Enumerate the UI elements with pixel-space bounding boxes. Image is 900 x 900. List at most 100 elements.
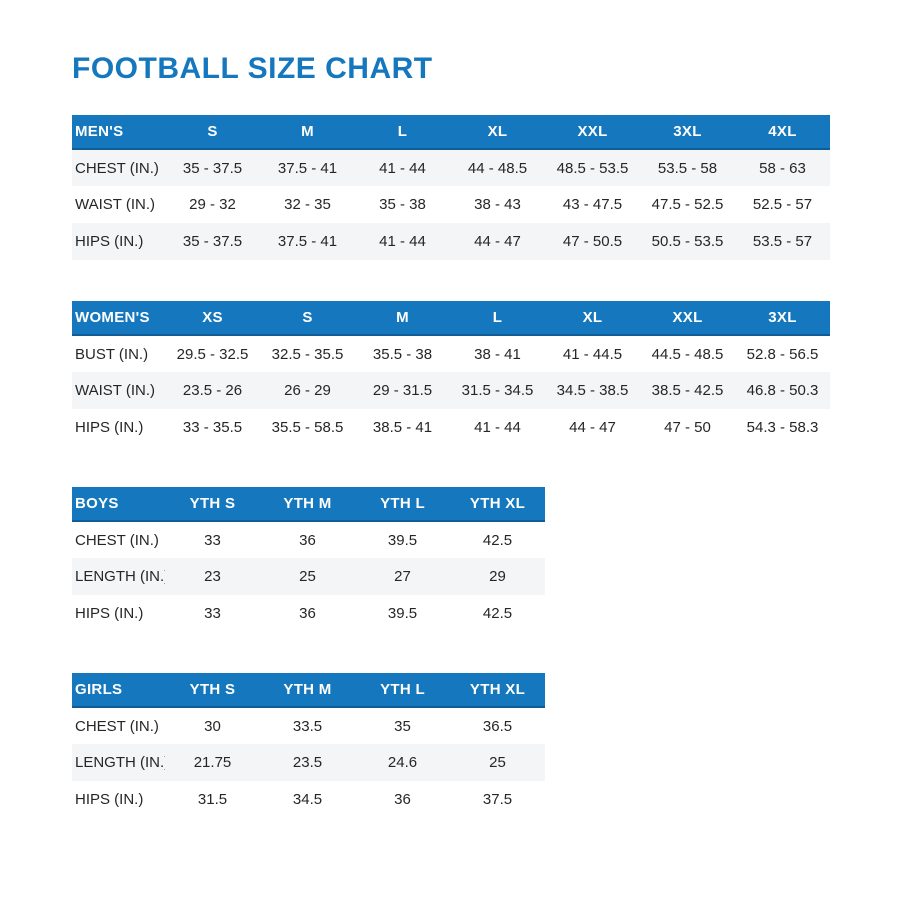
size-value-cell: 39.5 (387, 605, 418, 622)
size-value-cell: 47.5 - 52.5 (651, 196, 724, 213)
size-value-cell: 41 - 44.5 (562, 345, 623, 363)
girls-header-row: GIRLS YTH S YTH M YTH L YTH XL (72, 673, 545, 708)
size-value-cell: 38 - 41 (474, 345, 521, 363)
column-header: YTH XL (450, 487, 545, 522)
size-value-cell: 23.5 (292, 754, 323, 771)
size-value-cell: 36.5 (482, 717, 513, 735)
size-value-cell: 47 - 50.5 (562, 233, 623, 250)
boys-size-table: BOYS YTH S YTH M YTH L YTH XL CHEST (IN.) 33 3… (72, 487, 545, 632)
size-value-cell: 26 - 29 (284, 382, 331, 399)
table-row: WAIST (IN.) 29 - 32 32 - 35 35 - 38 38 - 43 4… (72, 186, 830, 223)
row-label: WAIST (IN.) (75, 196, 155, 213)
table-title-cell: GIRLS (72, 673, 165, 708)
size-value-cell: 47 - 50 (664, 419, 711, 436)
table-row: CHEST (IN.) 30 33.5 35 36.5 (72, 707, 545, 744)
size-value-cell: 35.5 - 58.5 (271, 419, 344, 436)
row-label: WAIST (IN.) (75, 382, 155, 399)
column-header: YTH M (260, 673, 355, 708)
column-header: M (260, 115, 355, 150)
size-value-cell: 48.5 - 53.5 (556, 159, 629, 177)
row-label: CHEST (IN.) (75, 159, 159, 177)
size-value-cell: 41 - 44 (379, 159, 426, 177)
size-value-cell: 29 - 32 (189, 196, 236, 213)
table-title-cell: BOYS (72, 487, 165, 522)
size-value-cell: 21.75 (193, 754, 232, 771)
size-value-cell: 44 - 47 (474, 233, 521, 250)
womens-header-row: WOMEN'S XS S M L XL XXL 3XL (72, 301, 830, 336)
size-value-cell: 43 - 47.5 (562, 196, 623, 213)
size-value-cell: 35 - 37.5 (182, 159, 243, 177)
row-label: HIPS (IN.) (75, 605, 144, 622)
womens-size-table: WOMEN'S XS S M L XL XXL 3XL BUST (IN.) 29.5 - 32… (72, 301, 830, 446)
column-header: XL (545, 301, 640, 336)
size-value-cell: 50.5 - 53.5 (651, 233, 724, 250)
column-header: L (355, 115, 450, 150)
column-header: S (165, 115, 260, 150)
size-value-cell: 32 - 35 (284, 196, 331, 213)
table-row: HIPS (IN.) 31.5 34.5 36 37.5 (72, 781, 545, 818)
mens-header-row: MEN'S S M L XL XXL 3XL 4XL (72, 115, 830, 150)
column-header: YTH L (355, 487, 450, 522)
size-value-cell: 35.5 - 38 (372, 345, 433, 363)
size-value-cell: 53.5 - 57 (752, 233, 813, 250)
column-header: XL (450, 115, 545, 150)
size-value-cell: 38 - 43 (474, 196, 521, 213)
table-row: LENGTH (IN.) 23 25 27 29 (72, 558, 545, 595)
size-value-cell: 39.5 (387, 531, 418, 549)
size-value-cell: 31.5 - 34.5 (461, 382, 534, 399)
column-header: YTH XL (450, 673, 545, 708)
size-value-cell: 25 (489, 754, 506, 771)
girls-size-table: GIRLS YTH S YTH M YTH L YTH XL CHEST (IN.) 30… (72, 673, 545, 818)
size-value-cell: 25 (299, 568, 316, 585)
table-row: HIPS (IN.) 33 - 35.5 35.5 - 58.5 38.5 - 41 4… (72, 409, 830, 446)
column-header: YTH M (260, 487, 355, 522)
mens-size-table: MEN'S S M L XL XXL 3XL 4XL CHEST (IN.) 35 - 37.5… (72, 115, 830, 260)
size-value-cell: 44 - 47 (569, 419, 616, 436)
column-header: 3XL (735, 301, 830, 336)
table-row: LENGTH (IN.) 21.75 23.5 24.6 25 (72, 744, 545, 781)
row-label: HIPS (IN.) (75, 233, 144, 250)
size-value-cell: 42.5 (482, 605, 513, 622)
size-value-cell: 30 (204, 717, 221, 735)
table-row: CHEST (IN.) 35 - 37.5 37.5 - 41 41 - 44 44 -… (72, 149, 830, 186)
size-value-cell: 52.5 - 57 (752, 196, 813, 213)
column-header: YTH S (165, 487, 260, 522)
size-value-cell: 58 - 63 (759, 159, 806, 177)
size-value-cell: 46.8 - 50.3 (746, 382, 819, 399)
size-value-cell: 35 - 37.5 (182, 233, 243, 250)
size-value-cell: 27 (394, 568, 411, 585)
size-value-cell: 23.5 - 26 (182, 382, 243, 399)
size-value-cell: 36 (299, 605, 316, 622)
row-label: HIPS (IN.) (75, 419, 144, 436)
size-value-cell: 33 - 35.5 (182, 419, 243, 436)
size-value-cell: 53.5 - 58 (657, 159, 718, 177)
column-header: L (450, 301, 545, 336)
size-value-cell: 33 (204, 531, 221, 549)
size-value-cell: 33 (204, 605, 221, 622)
row-label: BUST (IN.) (75, 345, 149, 363)
size-value-cell: 38.5 - 42.5 (651, 382, 724, 399)
size-value-cell: 52.8 - 56.5 (746, 345, 819, 363)
page-title: FOOTBALL SIZE CHART (72, 52, 433, 85)
column-header: 4XL (735, 115, 830, 150)
size-value-cell: 33.5 (292, 717, 323, 735)
size-value-cell: 37.5 - 41 (277, 233, 338, 250)
size-value-cell: 31.5 (197, 791, 228, 808)
size-value-cell: 24.6 (387, 754, 418, 771)
row-label: CHEST (IN.) (75, 531, 159, 549)
table-row: HIPS (IN.) 35 - 37.5 37.5 - 41 41 - 44 44 - … (72, 223, 830, 260)
size-value-cell: 44 - 48.5 (467, 159, 528, 177)
column-header: XS (165, 301, 260, 336)
column-header: YTH L (355, 673, 450, 708)
size-value-cell: 29 (489, 568, 506, 585)
table-row: HIPS (IN.) 33 36 39.5 42.5 (72, 595, 545, 632)
size-value-cell: 35 (394, 717, 411, 735)
row-label: CHEST (IN.) (75, 717, 159, 735)
size-value-cell: 37.5 - 41 (277, 159, 338, 177)
column-header: M (355, 301, 450, 336)
row-label: HIPS (IN.) (75, 791, 144, 808)
size-value-cell: 37.5 (482, 791, 513, 808)
size-value-cell: 32.5 - 35.5 (271, 345, 344, 363)
size-value-cell: 34.5 - 38.5 (556, 382, 629, 399)
